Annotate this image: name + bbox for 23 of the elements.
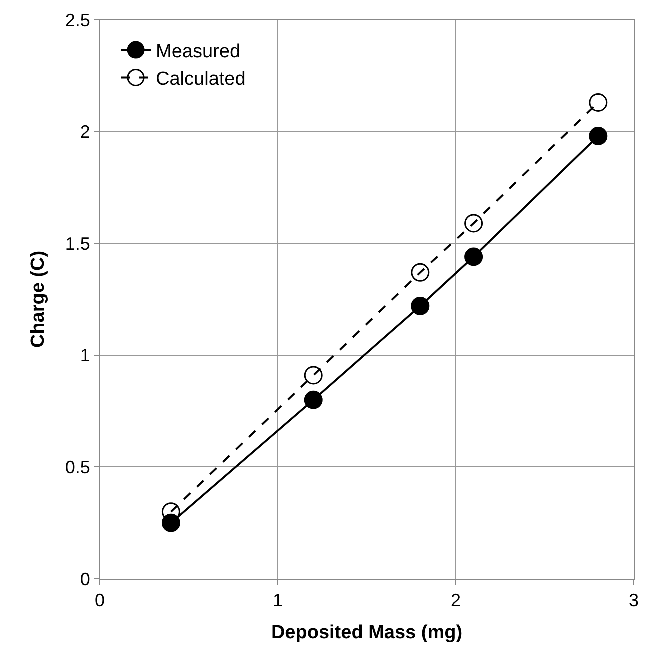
point	[589, 127, 608, 146]
point	[411, 296, 430, 316]
x-tick-label: 1	[272, 590, 284, 611]
legend-label: Calculated	[156, 69, 246, 90]
x-tick-label: 3	[628, 590, 640, 611]
x-tick-label: 2	[450, 590, 462, 611]
y-axis-title: Charge (C)	[28, 250, 50, 348]
x-axis-title: Deposited Mass (mg)	[271, 622, 463, 644]
point	[411, 263, 430, 282]
y-tick-label: 0.5	[65, 458, 90, 478]
point	[304, 390, 323, 410]
point	[162, 514, 180, 532]
point	[304, 366, 323, 385]
y-tick-label: 0	[80, 569, 90, 590]
y-tick-label: 2	[80, 122, 90, 142]
point	[589, 93, 608, 112]
legend-label: Measured	[156, 41, 241, 62]
point	[464, 248, 484, 266]
y-tick-label: 2.5	[65, 10, 90, 30]
x-tick-label: 0	[94, 590, 106, 611]
point	[464, 214, 484, 233]
y-tick-label: 1.5	[65, 234, 90, 254]
y-tick-label: 1	[80, 346, 90, 366]
